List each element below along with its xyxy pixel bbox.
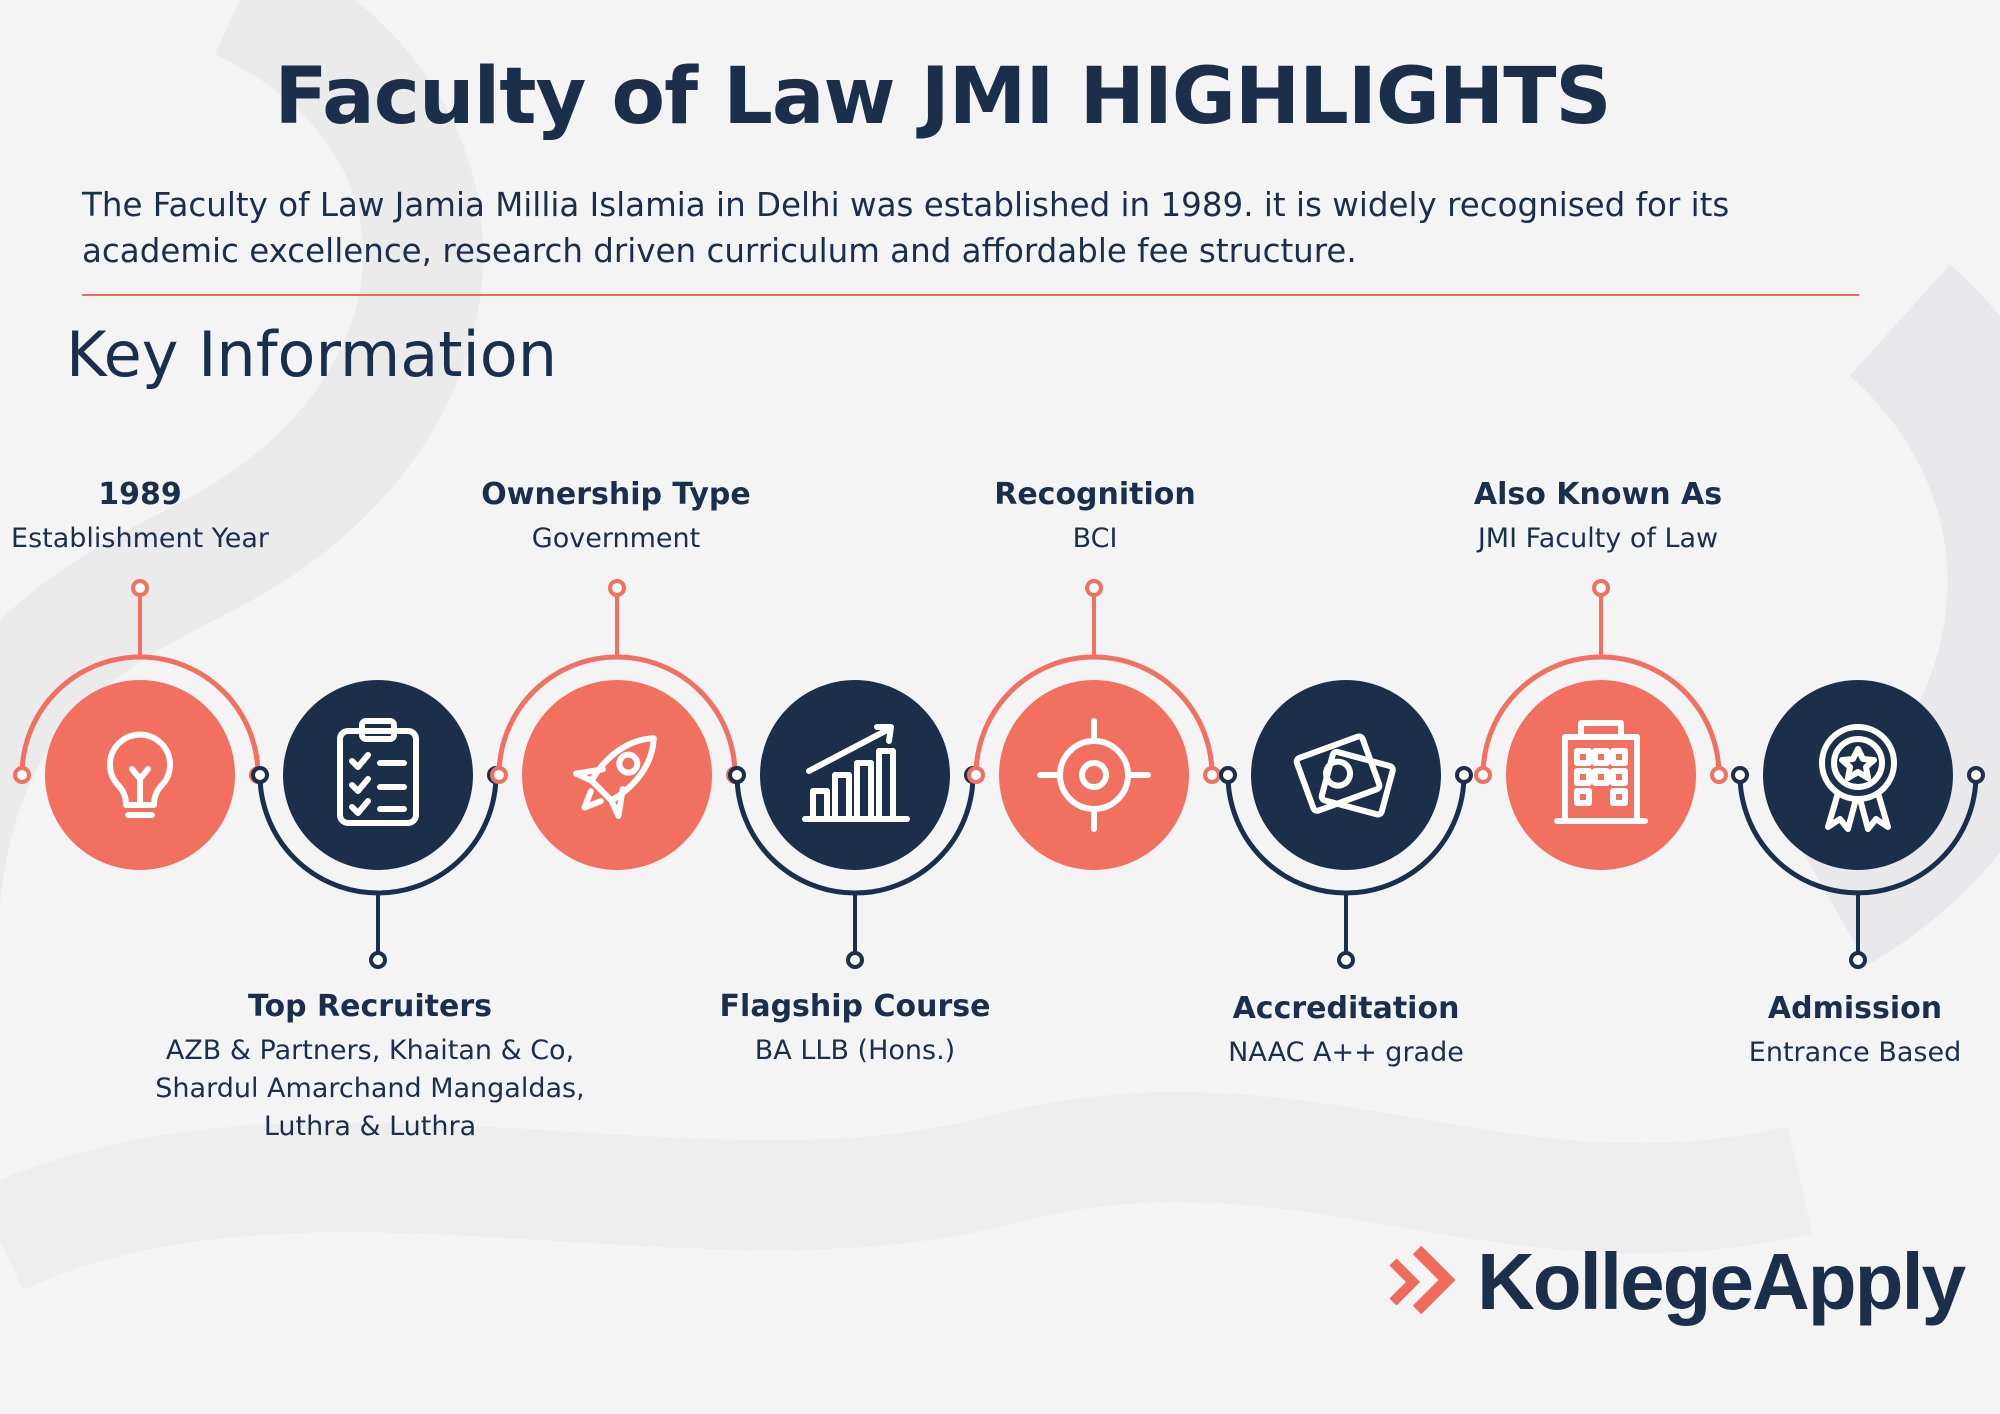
highlight-label: AZB & Partners, Khaitan & Co, Shardul Am… bbox=[155, 1035, 585, 1142]
highlight-value: Recognition bbox=[994, 477, 1196, 512]
pin-dot bbox=[1085, 579, 1103, 597]
icon-disc bbox=[283, 680, 473, 870]
highlight-recognition: Recognition BCI bbox=[855, 476, 1335, 558]
icon-circle bbox=[999, 680, 1189, 870]
highlight-label: NAAC A++ grade bbox=[1228, 1037, 1464, 1068]
highlight-also-known-as: Also Known As JMI Faculty of Law bbox=[1358, 476, 1838, 558]
page-title: Faculty of Law JMI HIGHLIGHTS bbox=[274, 52, 1611, 142]
timeline-arc bbox=[19, 654, 261, 776]
highlight-admission: Admission Entrance Based bbox=[1615, 990, 2000, 1072]
highlight-value: Accreditation bbox=[1232, 991, 1460, 1026]
money-icon bbox=[1293, 733, 1396, 818]
icon-circle bbox=[522, 680, 712, 870]
timeline-arc bbox=[496, 654, 738, 776]
header-divider bbox=[82, 294, 1859, 296]
timeline-arc bbox=[973, 654, 1215, 776]
pin-dot bbox=[369, 951, 387, 969]
section-title: Key Information bbox=[66, 318, 558, 391]
rocket-icon bbox=[572, 735, 657, 820]
timeline-node bbox=[1219, 766, 1473, 969]
arc-end-dot bbox=[1710, 766, 1728, 784]
icon-circle bbox=[45, 680, 235, 870]
pin-dot bbox=[1337, 951, 1355, 969]
timeline-node bbox=[1474, 579, 1728, 784]
icon-disc bbox=[1251, 680, 1441, 870]
icon-circle bbox=[760, 680, 950, 870]
highlight-flagship-course: Flagship Course BA LLB (Hons.) bbox=[615, 988, 1095, 1070]
target-icon bbox=[1037, 718, 1151, 832]
pin-dot bbox=[131, 579, 149, 597]
icon-disc bbox=[522, 680, 712, 870]
lightbulb-icon bbox=[107, 731, 173, 818]
timeline-arc bbox=[1480, 654, 1722, 776]
highlight-value: Ownership Type bbox=[481, 477, 751, 512]
icon-circle bbox=[283, 680, 473, 870]
award-badge-icon bbox=[1819, 724, 1897, 832]
checklist-icon bbox=[337, 718, 419, 826]
highlight-accreditation: Accreditation NAAC A++ grade bbox=[1106, 990, 1586, 1072]
arc-end-dot bbox=[1731, 766, 1749, 784]
arc-end-dot bbox=[1219, 766, 1237, 784]
intro-paragraph: The Faculty of Law Jamia Millia Islamia … bbox=[82, 186, 1730, 270]
building-icon bbox=[1554, 720, 1648, 824]
pin-dot bbox=[608, 579, 626, 597]
highlight-label: Establishment Year bbox=[11, 523, 269, 554]
brand-name: KollegeApply bbox=[1477, 1237, 1966, 1326]
arc-end-dot bbox=[251, 766, 269, 784]
highlight-label: Entrance Based bbox=[1748, 1037, 1962, 1068]
highlight-label: BCI bbox=[1072, 523, 1118, 554]
pin-dot bbox=[1849, 951, 1867, 969]
highlight-value: Admission bbox=[1767, 991, 1943, 1026]
highlight-value: Flagship Course bbox=[719, 989, 991, 1024]
brand-chevron-icon bbox=[1389, 1246, 1455, 1315]
icon-disc bbox=[1506, 680, 1696, 870]
arc-end-dot bbox=[1455, 766, 1473, 784]
pin-dot bbox=[1592, 579, 1610, 597]
timeline-arc bbox=[257, 774, 499, 896]
arc-end-dot bbox=[490, 766, 508, 784]
timeline-arc bbox=[1737, 774, 1979, 896]
pin-dot bbox=[846, 951, 864, 969]
arc-end-dot bbox=[1474, 766, 1492, 784]
arc-end-dot bbox=[1203, 766, 1221, 784]
icon-disc bbox=[999, 680, 1189, 870]
highlight-value: Also Known As bbox=[1473, 477, 1723, 512]
highlight-label: Government bbox=[531, 523, 701, 554]
highlight-establishment-year: 1989 Establishment Year bbox=[0, 476, 380, 558]
arc-end-dot bbox=[1967, 766, 1985, 784]
highlight-top-recruiters: Top Recruiters AZB & Partners, Khaitan &… bbox=[130, 988, 610, 1146]
icon-circle bbox=[1251, 680, 1441, 870]
highlight-ownership-type: Ownership Type Government bbox=[376, 476, 856, 558]
highlight-value: 1989 bbox=[98, 477, 182, 512]
highlight-label: JMI Faculty of Law bbox=[1477, 523, 1719, 554]
arc-end-dot bbox=[13, 766, 31, 784]
arc-end-dot bbox=[967, 766, 985, 784]
icon-circle bbox=[1506, 680, 1696, 870]
timeline-node bbox=[1731, 766, 1985, 969]
growth-chart-icon bbox=[802, 724, 910, 822]
brand-logo: KollegeApply bbox=[1383, 1237, 1966, 1327]
icon-circle bbox=[1763, 680, 1953, 870]
timeline-arc bbox=[1225, 774, 1467, 896]
highlight-value: Top Recruiters bbox=[247, 989, 492, 1024]
highlight-label: BA LLB (Hons.) bbox=[754, 1035, 956, 1066]
timeline-node bbox=[13, 579, 267, 784]
timeline-arc bbox=[734, 774, 976, 896]
arc-end-dot bbox=[728, 766, 746, 784]
